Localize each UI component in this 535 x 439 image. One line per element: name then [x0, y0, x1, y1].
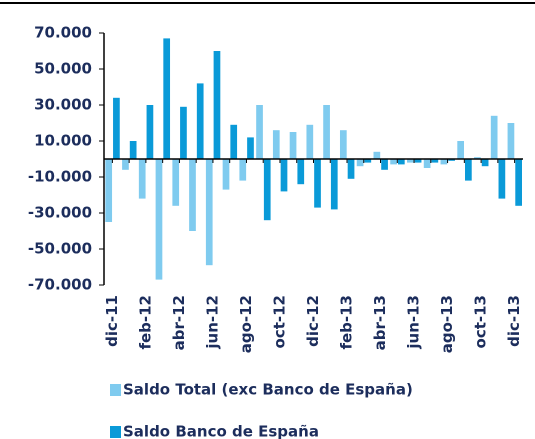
bar	[239, 159, 247, 181]
x-tick-label: jun-12	[203, 295, 221, 350]
y-tick-label: -10.000	[28, 168, 92, 186]
bar	[457, 141, 465, 159]
bar	[448, 159, 455, 161]
x-tick-label: feb-12	[136, 295, 154, 350]
bar	[163, 38, 171, 159]
x-tick-label: abr-12	[170, 295, 188, 350]
x-tick-label: feb-13	[338, 295, 356, 350]
bar	[347, 159, 355, 179]
bar	[180, 106, 187, 159]
bar	[122, 159, 129, 170]
x-tick-label: oct-13	[472, 295, 490, 348]
bar	[381, 159, 388, 170]
bar	[356, 159, 364, 167]
bar	[247, 137, 254, 159]
x-tick-label: dic-13	[505, 295, 523, 347]
bar	[498, 159, 506, 199]
y-tick-label: 70.000	[34, 24, 92, 42]
bar	[205, 159, 213, 266]
bar	[330, 159, 338, 210]
x-tick-label: jun-13	[405, 295, 423, 350]
bar	[172, 159, 180, 206]
bar	[474, 157, 481, 159]
bar	[465, 159, 472, 181]
bar	[414, 159, 422, 163]
x-tick-label: ago-12	[237, 295, 255, 353]
x-tick-label: abr-13	[371, 295, 389, 350]
bar	[113, 97, 120, 159]
legend-label: Saldo Banco de España	[123, 423, 319, 439]
bar	[323, 105, 330, 159]
x-tick-label: oct-12	[270, 295, 288, 348]
legend-swatch	[110, 426, 121, 438]
bar	[105, 159, 113, 222]
bar	[364, 159, 372, 163]
bar	[390, 159, 397, 165]
bar	[280, 159, 288, 192]
bar	[490, 115, 498, 159]
bar	[138, 159, 146, 199]
legend-label: Saldo Total (exc Banco de España)	[123, 381, 413, 399]
bar	[297, 159, 305, 185]
legend-swatch	[110, 384, 121, 396]
x-tick-label: ago-13	[438, 295, 456, 353]
bar	[431, 159, 439, 163]
bar	[213, 51, 221, 159]
bar	[339, 130, 347, 159]
y-tick-label: -70.000	[28, 276, 92, 294]
bar	[146, 105, 154, 159]
bar	[306, 124, 314, 159]
y-tick-label: -50.000	[28, 240, 92, 258]
bar	[189, 159, 196, 231]
y-tick-label: -30.000	[28, 204, 92, 222]
bar	[481, 159, 489, 167]
bar	[155, 159, 163, 280]
y-tick-label: 30.000	[34, 96, 92, 114]
bar	[289, 132, 297, 159]
bar	[515, 159, 522, 206]
bar	[440, 159, 448, 165]
x-tick-label: dic-11	[103, 295, 121, 347]
x-tick-label: dic-12	[304, 295, 322, 347]
bar	[272, 130, 280, 159]
bar	[507, 123, 515, 159]
y-tick-label: 10.000	[34, 132, 92, 150]
bar	[423, 159, 431, 168]
bar	[263, 159, 271, 221]
bar	[407, 159, 414, 163]
bar	[373, 151, 381, 159]
bar	[397, 159, 405, 165]
y-tick-label: 50.000	[34, 60, 92, 78]
bar	[129, 141, 137, 159]
bar	[230, 124, 238, 159]
bar	[222, 159, 230, 190]
bar	[256, 105, 263, 159]
bar	[196, 83, 204, 159]
bar	[314, 159, 321, 208]
